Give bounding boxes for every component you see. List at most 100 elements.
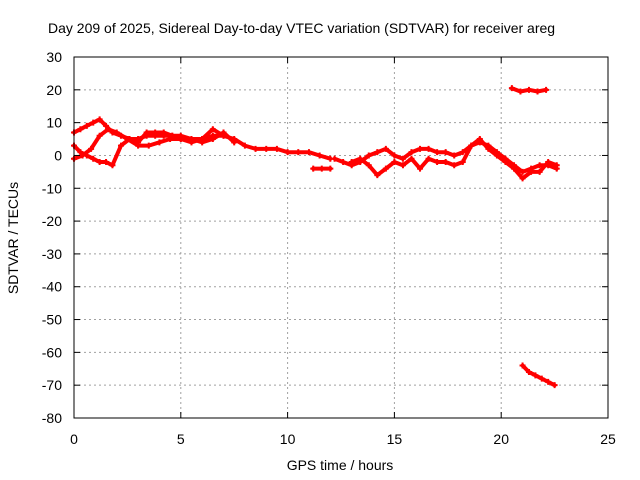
data-point-track-f — [365, 162, 372, 169]
data-point-track-h — [525, 369, 532, 376]
data-point-track-f — [357, 155, 364, 162]
data-point-track-a — [90, 119, 97, 126]
data-point-track-a — [295, 149, 302, 156]
y-tick-label: 20 — [46, 82, 62, 98]
data-point-track-a — [96, 116, 103, 123]
series-line-track-c — [72, 127, 226, 161]
data-point-track-f — [374, 172, 381, 179]
data-point-track-e — [442, 149, 449, 156]
data-point-track-b — [143, 129, 150, 136]
y-tick-label: -80 — [42, 410, 62, 426]
data-point-track-c — [124, 136, 131, 143]
x-tick-label: 20 — [493, 431, 509, 447]
data-point-track-c — [220, 132, 227, 139]
grid-layer — [74, 57, 608, 418]
data-point-track-c — [167, 136, 174, 143]
data-point-track-e — [374, 149, 381, 156]
x-tick-label: 15 — [387, 431, 403, 447]
data-point-track-c — [188, 139, 195, 146]
x-tick-label: 0 — [70, 431, 78, 447]
data-point-track-f — [348, 159, 355, 166]
data-point-track-a — [77, 126, 84, 133]
y-tick-label: -20 — [42, 213, 62, 229]
data-point-track-d — [327, 165, 334, 172]
data-point-track-f — [459, 159, 466, 166]
data-point-track-e — [536, 162, 543, 169]
data-point-track-g — [543, 86, 550, 93]
data-point-track-f — [442, 159, 449, 166]
data-point-track-e — [425, 145, 432, 152]
data-point-track-g — [517, 88, 524, 95]
data-point-track-c — [209, 126, 216, 133]
x-tick-label: 5 — [177, 431, 185, 447]
data-point-track-f — [476, 136, 483, 143]
data-point-track-f — [485, 145, 492, 152]
label-layer: 0 5 10 15 20 25 -80 -70 -60 -50 -40 -30 -20 -10 0 10 20 3… — [42, 49, 616, 447]
y-tick-label: -30 — [42, 246, 62, 262]
data-point-track-e — [382, 145, 389, 152]
y-tick-label: -10 — [42, 180, 62, 196]
data-point-track-f — [434, 159, 441, 166]
data-point-track-f — [493, 152, 500, 159]
data-point-track-h — [545, 378, 552, 385]
data-point-track-d — [310, 165, 317, 172]
y-tick-label: 10 — [46, 115, 62, 131]
data-point-track-a — [241, 142, 248, 149]
data-point-track-e — [340, 159, 347, 166]
data-point-track-f — [468, 142, 475, 149]
data-point-track-f — [425, 155, 432, 162]
data-point-track-c — [96, 132, 103, 139]
data-point-track-f — [408, 155, 415, 162]
y-axis-title: SDTVAR / TECUs — [5, 182, 21, 294]
data-point-track-e — [399, 155, 406, 162]
y-tick-label: 30 — [46, 49, 62, 65]
data-point-track-b — [103, 159, 110, 166]
data-point-track-a — [316, 152, 323, 159]
data-point-track-e — [417, 145, 424, 152]
plot-frame — [73, 56, 609, 419]
data-point-track-b — [96, 159, 103, 166]
data-point-track-f — [382, 165, 389, 172]
data-point-track-b — [90, 155, 97, 162]
data-point-track-f — [545, 159, 552, 166]
data-point-track-f — [553, 162, 560, 169]
data-point-track-f — [502, 159, 509, 166]
data-point-track-e — [365, 152, 372, 159]
data-point-track-b — [117, 142, 124, 149]
data-point-track-a — [252, 145, 259, 152]
data-point-track-a — [263, 145, 270, 152]
data-point-track-a — [305, 149, 312, 156]
x-tick-label: 10 — [280, 431, 296, 447]
data-point-track-d — [318, 165, 325, 172]
data-point-track-f — [399, 162, 406, 169]
data-point-track-c — [135, 142, 142, 149]
data-point-track-b — [152, 129, 159, 136]
data-point-track-c — [113, 129, 120, 136]
data-point-track-b — [231, 139, 238, 146]
data-point-track-f — [511, 165, 518, 172]
data-point-track-e — [519, 168, 526, 175]
data-point-track-e — [434, 149, 441, 156]
data-point-track-h — [519, 362, 526, 369]
data-point-track-e — [331, 155, 338, 162]
data-point-track-f — [528, 168, 535, 175]
data-point-track-c — [79, 152, 86, 159]
data-point-track-e — [451, 152, 458, 159]
y-tick-label: 0 — [54, 147, 62, 163]
data-point-track-c — [145, 142, 152, 149]
data-point-track-g — [525, 86, 532, 93]
data-point-track-c — [156, 139, 163, 146]
data-point-track-a — [103, 122, 110, 129]
data-point-track-f — [536, 168, 543, 175]
data-point-track-f — [417, 165, 424, 172]
series-layer — [71, 85, 560, 389]
x-tick-label: 25 — [600, 431, 616, 447]
data-point-track-b — [160, 129, 167, 136]
data-point-track-c — [88, 145, 95, 152]
data-point-track-e — [408, 149, 415, 156]
data-point-track-a — [83, 122, 90, 129]
data-point-track-g — [534, 88, 541, 95]
data-point-track-a — [273, 145, 280, 152]
data-point-track-a — [284, 149, 291, 156]
